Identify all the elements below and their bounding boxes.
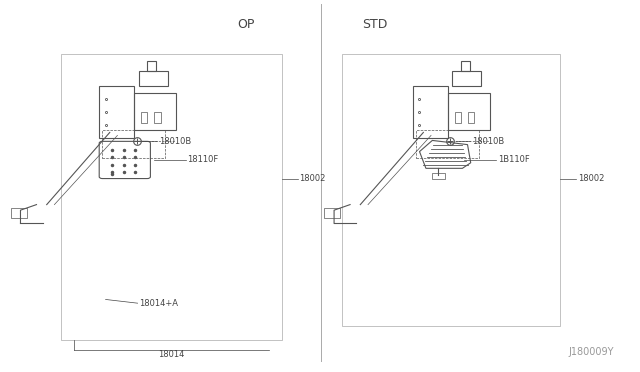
Bar xyxy=(413,86,448,138)
Text: 18110F: 18110F xyxy=(188,155,219,164)
Bar xyxy=(461,61,470,71)
Bar xyxy=(147,61,156,71)
Text: STD: STD xyxy=(362,18,387,31)
Bar xyxy=(11,208,27,218)
Text: 18002: 18002 xyxy=(578,174,604,183)
Bar xyxy=(452,71,481,86)
Bar xyxy=(61,54,282,340)
Bar xyxy=(99,86,134,138)
Bar xyxy=(468,112,474,123)
Text: J180009Y: J180009Y xyxy=(569,347,614,357)
Text: 1B110F: 1B110F xyxy=(498,155,530,164)
Bar xyxy=(416,130,479,158)
Bar xyxy=(141,112,147,123)
Bar xyxy=(324,208,340,218)
Text: 18010B: 18010B xyxy=(472,137,504,146)
Bar xyxy=(154,112,161,123)
Text: 18010B: 18010B xyxy=(159,137,191,146)
Text: 18014: 18014 xyxy=(158,350,184,359)
Text: 18014+A: 18014+A xyxy=(139,299,178,308)
Bar xyxy=(448,93,490,130)
Text: OP: OP xyxy=(237,18,255,31)
Bar xyxy=(342,54,560,326)
Bar xyxy=(432,173,445,179)
Bar xyxy=(102,130,165,158)
Text: 18002: 18002 xyxy=(300,174,326,183)
Bar xyxy=(454,112,461,123)
Bar xyxy=(139,71,168,86)
Bar xyxy=(134,93,176,130)
